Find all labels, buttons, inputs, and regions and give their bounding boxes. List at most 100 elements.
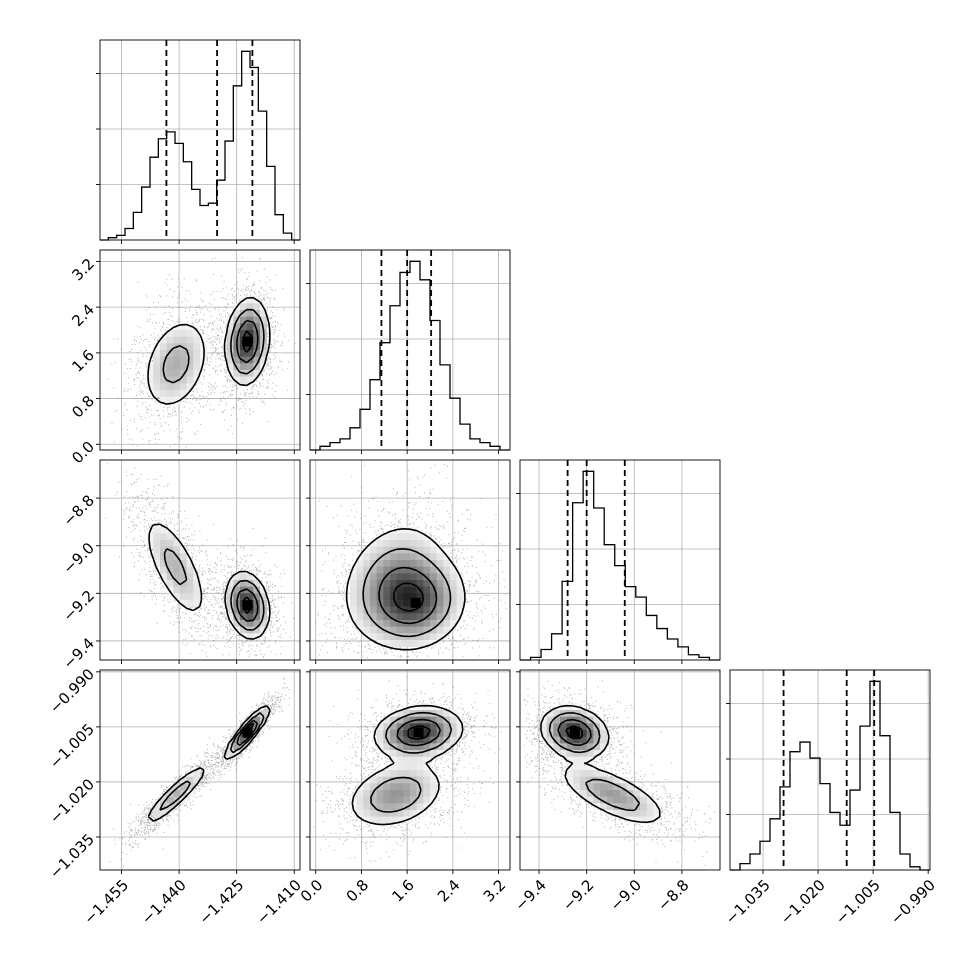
density-cell [613,796,621,804]
density-cell [403,736,411,744]
pair-panel-2-3 [519,669,721,871]
density-cell [193,600,201,607]
density-cell [186,566,194,574]
density-cell [363,560,371,567]
density-cell [396,533,404,541]
density-cell [586,763,594,771]
density-cell [640,803,647,811]
density-cell [430,593,437,601]
density-cell [226,750,234,757]
density-cell [180,600,187,607]
density-cell [166,566,174,574]
density-cell [260,710,267,717]
density-cell [383,816,391,824]
density-cell [383,600,391,607]
density-cell [410,730,417,737]
density-cell [403,783,411,791]
density-cell [350,606,357,614]
y-tick-label: 1.6 [68,346,98,376]
density-cell [573,750,581,757]
density-cell [376,593,384,601]
density-cell [246,580,254,587]
density-cell [376,546,384,554]
density-cell [226,600,234,607]
density-cell [383,553,391,561]
density-cell [553,730,561,737]
density-cell [573,770,581,777]
density-cell [396,573,404,581]
density-cell [260,310,267,317]
density-cell [410,553,417,561]
density-cell [450,613,457,621]
density-cell [186,593,194,601]
density-cell [423,796,431,804]
density-cell [166,560,174,567]
density-cell [153,553,161,561]
density-cell [246,303,254,311]
density-cell [186,783,194,791]
density-cell [423,600,431,607]
density-cell [410,803,417,811]
density-cell [173,383,181,391]
density-cell [233,323,241,331]
density-cell [226,356,234,364]
density-cell [153,560,161,567]
density-cell [416,796,424,804]
density-cell [403,600,411,607]
density-cell [253,350,261,357]
density-cell [390,790,397,797]
y-tick-label: 3.2 [68,255,98,285]
density-cell [436,586,444,594]
density-cell [376,730,384,737]
density-cell [416,593,424,601]
density-cell [423,546,431,554]
density-cell [186,776,194,784]
contour-level-2 [236,319,259,364]
density-cell [146,370,154,377]
density-cell [226,350,234,357]
density-cell [180,323,187,331]
density-cell [626,783,634,791]
density-cell [390,756,397,764]
density-cell [173,390,181,397]
density-cell [173,396,181,404]
density-cell [370,600,377,607]
density-cell [383,796,391,804]
density-cell [166,390,174,397]
density-cell [606,796,614,804]
density-cell [376,560,384,567]
density-cell [456,593,464,601]
density-cell [240,626,247,634]
peak-cell [413,727,424,738]
x-tick-label: −8.8 [654,876,692,914]
density-cell [600,770,607,777]
density-cell [146,533,154,541]
density-cell [180,796,187,804]
density-cell [640,810,647,817]
density-cell [410,756,417,764]
density-cell [253,593,261,601]
density-cell [416,743,424,751]
density-cell [423,593,431,601]
density-cell [390,770,397,777]
density-cell [436,736,444,744]
contour-level-3 [407,725,432,740]
density-cell [580,756,587,764]
density-cell [553,723,561,731]
density-cell [430,580,437,587]
density-cell [593,750,601,757]
density-cell [443,573,451,581]
density-cell [423,573,431,581]
density-cell [173,586,181,594]
density-cell [436,546,444,554]
density-cell [546,710,554,717]
density-cell [396,810,404,817]
density-cell [553,710,561,717]
density-cell [423,770,431,777]
density-cell [410,736,417,744]
density-cell [180,343,187,351]
density-cell [390,553,397,561]
density-cell [566,770,574,777]
density-cell [260,620,267,627]
density-cell [390,613,397,621]
